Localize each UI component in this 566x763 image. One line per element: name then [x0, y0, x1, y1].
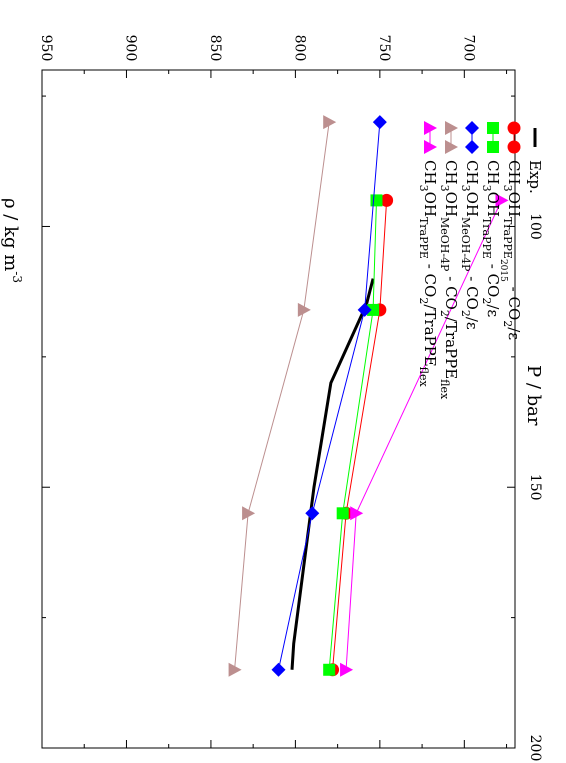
- data-point: [370, 194, 383, 207]
- data-point: [271, 662, 286, 677]
- series-layer: [228, 115, 509, 677]
- legend-entry: Exp.: [526, 128, 544, 194]
- legend-entry: CH3OHTraPPE - CO2/ε: [480, 122, 502, 317]
- data-point: [305, 506, 320, 521]
- axis-ticks: 100 150 200 700 750 800 850 900 950: [38, 35, 543, 762]
- data-point: [350, 506, 364, 521]
- legend-entry: CH3OHMeOH-4P - CO2/ε: [459, 121, 481, 330]
- data-point: [357, 302, 372, 317]
- legend-entry: CH3OHTraPPE2015 - CO2/ε: [498, 121, 523, 340]
- data-point: [228, 662, 242, 677]
- legend-entry: CH3OHMeOH-4P - CO2/TraPPEflex: [438, 121, 460, 400]
- series-0: [290, 278, 375, 670]
- legend-marker: [487, 141, 499, 153]
- legend-marker: [507, 121, 521, 135]
- p-tick-label: 100: [527, 213, 543, 240]
- legend-marker: [424, 140, 437, 154]
- series-2: [323, 194, 383, 676]
- legend-label: CH3OHTraPPE2015 - CO2/ε: [498, 160, 523, 340]
- legend-label: Exp.: [526, 160, 544, 194]
- legend-label: CH3OHMeOH-4P - CO2/TraPPEflex: [438, 160, 460, 400]
- data-point: [336, 507, 349, 520]
- data-point: [367, 303, 380, 316]
- legend-marker: [465, 140, 479, 154]
- series-1: [326, 193, 394, 677]
- y-axis-title: ρ / kg m-3: [0, 198, 24, 283]
- series-line: [234, 122, 330, 670]
- axis-labels: P / bar ρ / kg m-3: [0, 198, 544, 426]
- data-point: [323, 663, 336, 676]
- legend-label: CH3OHMeOH-4P - CO2/ε: [459, 160, 481, 330]
- series-line: [328, 200, 377, 670]
- legend-marker: [445, 140, 458, 154]
- series-4: [228, 115, 337, 677]
- legend-marker: [507, 140, 521, 154]
- rho-tick-label: 750: [376, 35, 392, 62]
- plot-frame: [41, 69, 516, 749]
- data-point: [323, 115, 337, 130]
- rho-tick-label: 900: [122, 35, 138, 62]
- rho-tick-label: 850: [207, 35, 223, 62]
- legend-marker: [424, 121, 437, 135]
- legend-marker: [487, 122, 499, 134]
- series-line: [332, 200, 388, 670]
- legend-label: CH3OHTraPPE - CO2/TraPPEflex: [417, 160, 439, 388]
- data-point: [495, 193, 509, 208]
- legend-marker: [445, 121, 458, 135]
- rho-tick-label: 700: [460, 35, 476, 62]
- legend-marker: [465, 121, 479, 135]
- series-3: [271, 115, 387, 677]
- series-line: [278, 122, 381, 670]
- rho-tick-label: 950: [38, 35, 54, 62]
- data-point: [297, 302, 311, 317]
- rho-tick-label: 800: [291, 35, 307, 62]
- data-point: [372, 115, 387, 130]
- p-tick-label: 150: [527, 474, 543, 501]
- series-line: [290, 278, 375, 670]
- data-point: [340, 662, 354, 677]
- series-5: [340, 193, 509, 677]
- p-tick-label: 200: [527, 735, 543, 762]
- legend-label: CH3OHTraPPE - CO2/ε: [480, 160, 502, 317]
- legend-entry: CH3OHTraPPE - CO2/TraPPEflex: [417, 121, 439, 388]
- data-point: [380, 193, 394, 207]
- x-axis-title: P / bar: [523, 365, 544, 426]
- data-point: [242, 506, 256, 521]
